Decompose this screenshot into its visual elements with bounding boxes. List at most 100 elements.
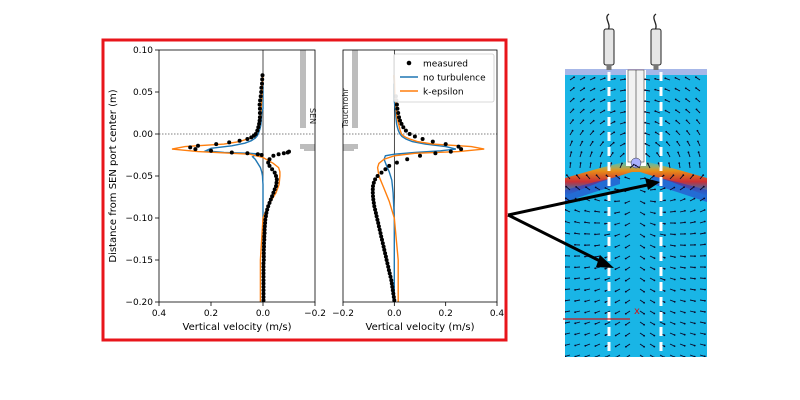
data-point-measured xyxy=(389,281,394,286)
velocity-vector-head xyxy=(643,312,645,315)
arrow-to-lower-zone xyxy=(507,213,607,266)
data-point-measured xyxy=(375,217,380,222)
velocity-vector-head xyxy=(693,344,696,347)
velocity-vector-head xyxy=(692,174,695,177)
data-point-measured xyxy=(398,118,402,123)
data-point-measured xyxy=(281,151,286,156)
velocity-vector-head xyxy=(684,209,686,212)
velocity-vector-head xyxy=(693,186,695,188)
velocity-vector-head xyxy=(683,198,686,200)
velocity-vector-head xyxy=(604,334,607,337)
data-point-measured xyxy=(265,207,270,212)
velocity-vector-head xyxy=(572,119,574,121)
velocity-vector-head xyxy=(604,345,607,348)
velocity-vector-head xyxy=(673,323,676,325)
velocity-vector-head xyxy=(665,130,668,133)
data-point-measured xyxy=(418,153,422,158)
velocity-vector-head xyxy=(603,120,605,122)
data-point-measured xyxy=(261,291,266,296)
data-point-measured xyxy=(274,184,278,189)
velocity-vector-head xyxy=(625,345,627,348)
data-point-measured xyxy=(262,224,267,229)
data-point-measured xyxy=(387,163,392,168)
velocity-vector-head xyxy=(704,311,706,313)
velocity-vector-head xyxy=(572,97,575,100)
data-point-measured xyxy=(258,98,263,103)
velocity-vector-head xyxy=(574,277,576,280)
velocity-vector-head xyxy=(574,322,577,325)
data-point-measured xyxy=(263,221,268,225)
velocity-vector-head xyxy=(604,222,606,225)
velocity-vector-head xyxy=(654,121,657,123)
velocity-vector-head xyxy=(678,162,681,165)
velocity-vector-head xyxy=(653,268,656,271)
velocity-vector-head xyxy=(694,277,696,280)
y-axis-label: Distance from SEN port center (m) xyxy=(108,89,119,262)
velocity-vector-head xyxy=(687,151,690,154)
velocity-vector-head xyxy=(663,334,666,337)
data-point-measured xyxy=(262,241,266,246)
velocity-vector-head xyxy=(695,87,697,89)
velocity-vector-head xyxy=(703,355,706,357)
velocity-vector-head xyxy=(653,175,655,177)
velocity-vector-head xyxy=(675,130,678,133)
velocity-vector-head xyxy=(591,140,594,143)
velocity-vector-head xyxy=(603,109,606,112)
velocity-vector-head xyxy=(643,235,646,238)
velocity-vector-head xyxy=(653,312,656,315)
velocity-vector-head xyxy=(663,323,666,326)
velocity-vector-head xyxy=(643,334,645,337)
velocity-vector-head xyxy=(565,254,566,257)
velocity-vector-head xyxy=(624,323,627,326)
velocity-vector-head xyxy=(594,334,597,336)
velocity-vector-head xyxy=(685,119,688,122)
velocity-vector-head xyxy=(643,202,646,205)
right-plot-axes-frame xyxy=(342,49,498,303)
velocity-vector-head xyxy=(565,333,566,336)
velocity-vector-head xyxy=(654,110,657,113)
velocity-vector-head xyxy=(565,299,566,302)
velocity-vector-head xyxy=(704,277,706,280)
velocity-vector-head xyxy=(624,235,627,238)
data-point-measured xyxy=(196,143,200,148)
velocity-vector-head xyxy=(582,108,585,111)
data-point-measured xyxy=(378,231,383,236)
data-point-measured xyxy=(259,90,264,94)
velocity-vector-head xyxy=(654,77,657,80)
data-point-measured xyxy=(259,153,264,157)
velocity-vector-head xyxy=(663,312,666,315)
data-point-measured xyxy=(380,237,384,242)
data-point-measured xyxy=(214,142,219,147)
data-point-measured xyxy=(407,132,412,136)
velocity-vector-head xyxy=(683,322,686,325)
velocity-vector-field xyxy=(565,76,706,357)
velocity-vector-head xyxy=(604,312,607,314)
velocity-vector-head xyxy=(676,140,679,143)
velocity-vector-head xyxy=(594,356,597,357)
velocity-vector-head xyxy=(665,141,668,144)
velocity-vector-head xyxy=(683,289,686,292)
velocity-vector-head xyxy=(614,279,617,282)
velocity-vector-head xyxy=(664,88,667,90)
left-plot: SEN −0.20 −0.15 −0.10 −0.05 0.00 0.05 0.10 0.4… xyxy=(108,46,326,333)
velocity-vector-head xyxy=(565,311,566,313)
velocity-vector-head xyxy=(613,99,616,102)
velocity-vector-head xyxy=(704,243,706,246)
data-point-measured xyxy=(392,298,397,302)
data-point-measured xyxy=(264,211,269,215)
data-point-measured xyxy=(271,153,276,158)
data-point-measured xyxy=(188,145,193,150)
velocity-vector-head xyxy=(664,211,666,214)
velocity-vector-head xyxy=(604,279,607,281)
velocity-vector-head xyxy=(644,78,646,81)
velocity-vector-head xyxy=(603,88,606,90)
velocity-vector-head xyxy=(644,132,647,135)
velocity-vector-head xyxy=(565,185,568,188)
velocity-vector-head xyxy=(584,333,587,336)
velocity-vector-head xyxy=(604,301,607,303)
data-point-measured xyxy=(373,177,378,182)
velocity-vector-head xyxy=(643,224,646,227)
velocity-vector-head xyxy=(613,131,616,134)
velocity-vector-head xyxy=(594,198,597,201)
